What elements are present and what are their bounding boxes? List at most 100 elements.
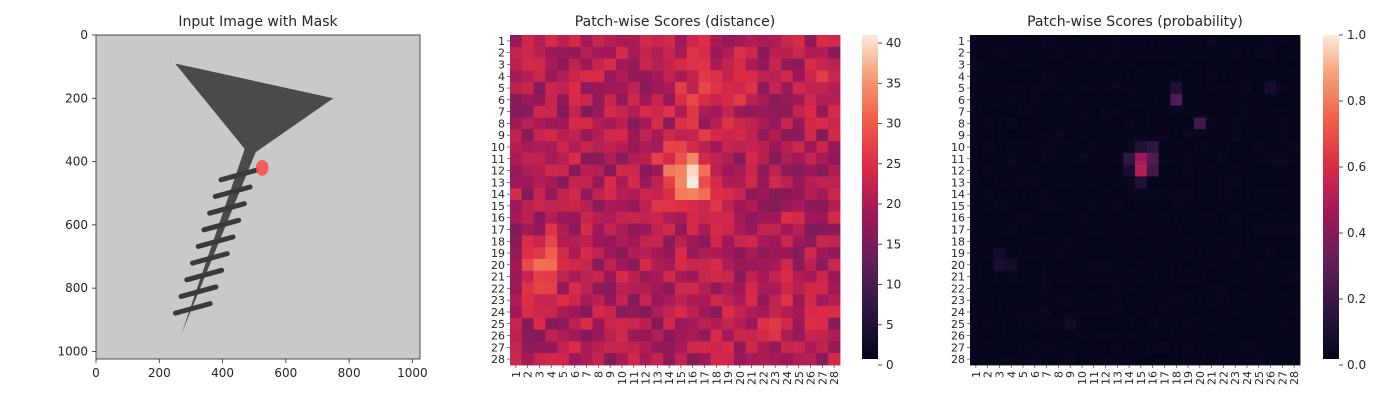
heatmap-cell [639,211,652,224]
heatmap-cell [686,141,699,154]
heatmap-cell [733,46,747,59]
heatmap-cell [1264,353,1277,366]
row-label: 2 [958,47,965,60]
heatmap-cell [1040,58,1053,71]
heatmap-cell [710,46,723,59]
heatmap-cell [1146,105,1159,118]
heatmap-cell [1182,129,1195,142]
heatmap-cell [533,188,546,201]
heatmap-cell [1064,58,1077,71]
heatmap-cell [639,353,652,366]
heatmap-cell [1193,341,1207,354]
heatmap-cell [1288,105,1301,118]
heatmap-cell [1170,353,1183,366]
heatmap-cell [698,46,711,59]
heatmap-cell [1005,82,1018,95]
heatmap-cell [816,258,829,272]
heatmap-cell [816,129,829,142]
heatmap-cell [1040,93,1053,107]
heatmap-cell [804,82,817,95]
heatmap-cell [616,223,629,236]
heatmap-cell [1252,306,1266,319]
heatmap-cell [1217,353,1230,366]
heatmap-cell [781,294,794,307]
heatmap-cell [604,235,617,248]
heatmap-cell [521,317,534,331]
heatmap-cell [1135,176,1148,189]
heatmap-cell [1252,152,1266,166]
heatmap-cell [1146,317,1159,331]
heatmap-cell [1076,46,1089,59]
heatmap-cell [733,353,747,366]
heatmap-cell [510,188,523,201]
heatmap-cell [557,247,570,260]
heatmap-cell [769,105,782,118]
heatmap-cell [1158,58,1171,71]
heatmap-cell [1229,317,1242,331]
heatmap-cell [1182,176,1195,189]
heatmap-cell [970,82,983,95]
heatmap-cell [1252,270,1266,283]
heatmap-cell [828,235,841,248]
heatmap-cell [627,70,641,83]
heatmap-cell [1158,353,1171,366]
heatmap-cell [1229,306,1242,319]
heatmap-cell [675,35,688,48]
heatmap-cell [627,164,641,177]
row-label: 4 [958,70,965,83]
heatmap-cell [1087,211,1101,224]
heatmap-cell [521,105,534,118]
heatmap-cell [1182,164,1195,177]
heatmap-cell [1040,35,1053,48]
heatmap-cell [1076,235,1089,248]
heatmap-cell [1288,211,1301,224]
col-label: 28 [828,371,841,385]
heatmap-cell [1135,58,1148,71]
heatmap-cell [686,223,699,236]
heatmap-cell [1123,152,1136,166]
heatmap-cell [970,294,983,307]
heatmap-cell [1182,247,1195,260]
heatmap-cell [1087,70,1101,83]
row-label: 11 [491,153,505,166]
heatmap-cell [1087,353,1101,366]
heatmap-cell [804,247,817,260]
heatmap-cell [557,46,570,59]
row-label: 27 [951,341,965,354]
heatmap-cell [1205,82,1218,95]
heatmap-cell [510,306,523,319]
row-label: 6 [958,94,965,107]
heatmap-cell [1170,223,1183,236]
heatmap-cell [993,58,1006,71]
heatmap-cell [828,105,841,118]
heatmap-cell [1123,235,1136,248]
heatmap-cell [1170,46,1183,59]
heatmap-cell [1017,129,1030,142]
heatmap-cell [828,82,841,95]
heatmap-cell [663,329,676,342]
heatmap-cell [568,58,582,71]
heatmap-cell [616,105,629,118]
heatmap-cell [1076,341,1089,354]
heatmap-cell [745,235,758,248]
heatmap-cell [639,294,652,307]
heatmap-cell [1158,117,1171,130]
heatmap-cell [1123,58,1136,71]
heatmap-cell [993,353,1006,366]
heatmap-cell [769,294,782,307]
panel1-y-tick-label: 200 [65,91,88,105]
heatmap-cell [1217,317,1230,331]
heatmap-cell [1264,129,1277,142]
row-label: 9 [958,129,965,142]
heatmap-cell [993,329,1006,342]
heatmap-cell [698,329,711,342]
probability-colorbar [1323,35,1339,359]
row-label: 25 [491,318,505,331]
heatmap-cell [1229,341,1242,354]
screw-thread [184,267,225,283]
heatmap-cell [769,223,782,236]
col-label: 1 [970,371,983,378]
heatmap-cell [710,317,723,331]
heatmap-cell [1288,152,1301,166]
heatmap-cell [639,258,652,272]
